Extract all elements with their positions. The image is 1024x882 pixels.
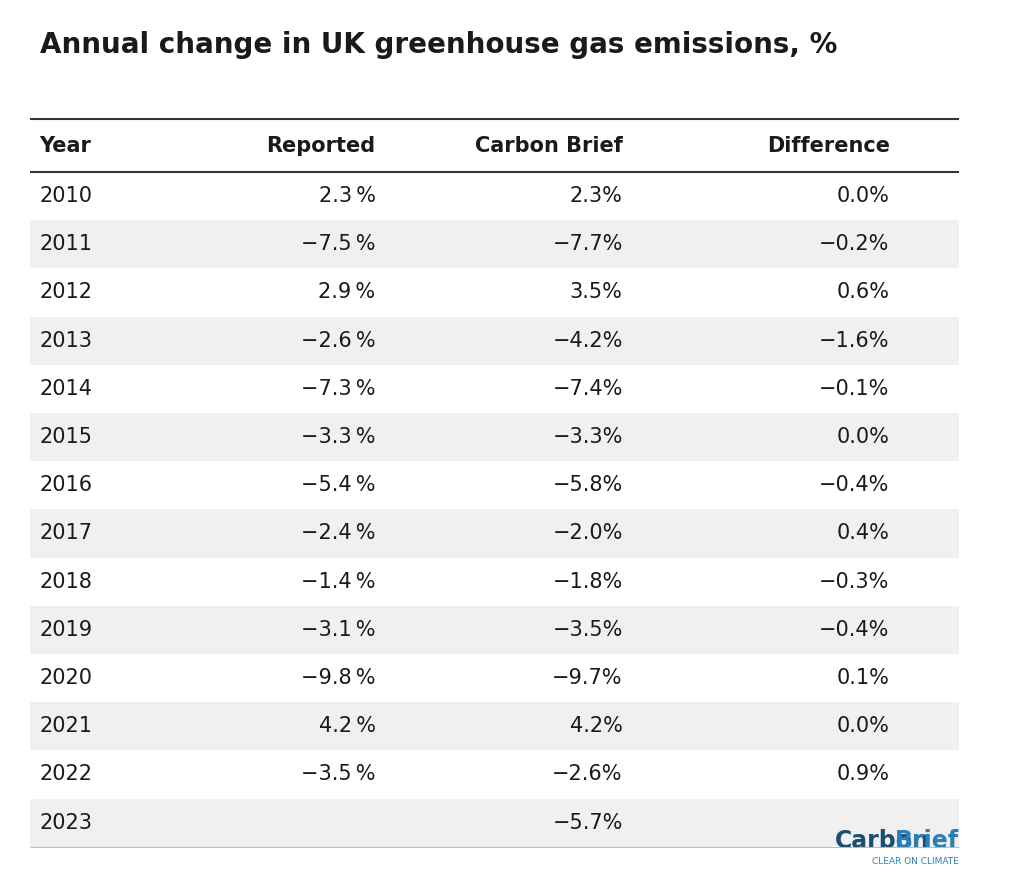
Text: Carbon Brief: Carbon Brief <box>475 136 623 155</box>
Text: 2019: 2019 <box>40 620 92 639</box>
Text: 4.2 %: 4.2 % <box>318 716 376 736</box>
Bar <box>30 413 958 461</box>
Text: 0.1%: 0.1% <box>837 668 890 688</box>
Text: 4.2%: 4.2% <box>570 716 623 736</box>
Bar <box>30 461 958 510</box>
Text: 0.9%: 0.9% <box>837 765 890 784</box>
Text: −5.8%: −5.8% <box>553 475 623 496</box>
Text: −0.4%: −0.4% <box>819 475 890 496</box>
Text: 3.5%: 3.5% <box>570 282 623 303</box>
Text: −0.1%: −0.1% <box>819 379 890 399</box>
Text: 0.6%: 0.6% <box>837 282 890 303</box>
Text: −1.8%: −1.8% <box>553 572 623 592</box>
Text: 2021: 2021 <box>40 716 92 736</box>
Bar <box>30 220 958 268</box>
Text: −3.5%: −3.5% <box>552 620 623 639</box>
Text: 2013: 2013 <box>40 331 92 351</box>
Text: −5.4 %: −5.4 % <box>301 475 376 496</box>
Text: −5.7%: −5.7% <box>552 812 623 833</box>
Bar <box>30 172 958 220</box>
Text: −0.3%: −0.3% <box>819 572 890 592</box>
Bar <box>30 751 958 798</box>
Text: −4.2%: −4.2% <box>552 331 623 351</box>
Text: −2.6%: −2.6% <box>552 765 623 784</box>
Text: Reported: Reported <box>266 136 376 155</box>
Text: −7.7%: −7.7% <box>552 235 623 254</box>
Text: −1.4 %: −1.4 % <box>301 572 376 592</box>
Text: −9.7%: −9.7% <box>552 668 623 688</box>
Bar <box>30 702 958 751</box>
Text: 0.0%: 0.0% <box>837 427 890 447</box>
Bar <box>30 654 958 702</box>
Bar <box>30 557 958 606</box>
Text: 2.9 %: 2.9 % <box>318 282 376 303</box>
Text: −3.1 %: −3.1 % <box>301 620 376 639</box>
Text: −7.4%: −7.4% <box>552 379 623 399</box>
Text: −9.8 %: −9.8 % <box>301 668 376 688</box>
Bar <box>30 798 958 847</box>
Text: 0.4%: 0.4% <box>837 523 890 543</box>
Text: 2015: 2015 <box>40 427 92 447</box>
Text: −3.5 %: −3.5 % <box>301 765 376 784</box>
Text: 2017: 2017 <box>40 523 92 543</box>
Text: Carbon: Carbon <box>836 829 930 853</box>
Text: 2020: 2020 <box>40 668 92 688</box>
Text: Year: Year <box>40 136 91 155</box>
Text: −2.0%: −2.0% <box>552 523 623 543</box>
Text: Difference: Difference <box>767 136 890 155</box>
Text: −1.6%: −1.6% <box>819 331 890 351</box>
Text: 0.0%: 0.0% <box>837 716 890 736</box>
Bar <box>30 365 958 413</box>
Text: 2018: 2018 <box>40 572 92 592</box>
Text: −3.3%: −3.3% <box>552 427 623 447</box>
Text: 2012: 2012 <box>40 282 92 303</box>
Text: 0.0%: 0.0% <box>837 186 890 206</box>
Bar <box>30 606 958 654</box>
Text: 2.3%: 2.3% <box>570 186 623 206</box>
Bar <box>30 317 958 365</box>
Text: 2.3 %: 2.3 % <box>318 186 376 206</box>
Text: −3.3 %: −3.3 % <box>301 427 376 447</box>
Text: 2022: 2022 <box>40 765 92 784</box>
Text: 2011: 2011 <box>40 235 92 254</box>
Bar <box>30 268 958 317</box>
Text: 2023: 2023 <box>40 812 92 833</box>
Text: 2016: 2016 <box>40 475 92 496</box>
Text: −2.4 %: −2.4 % <box>301 523 376 543</box>
Text: 2014: 2014 <box>40 379 92 399</box>
Text: −7.5 %: −7.5 % <box>301 235 376 254</box>
Text: Annual change in UK greenhouse gas emissions, %: Annual change in UK greenhouse gas emiss… <box>40 31 837 59</box>
Text: −0.2%: −0.2% <box>819 235 890 254</box>
Text: −2.6 %: −2.6 % <box>301 331 376 351</box>
Text: 2010: 2010 <box>40 186 92 206</box>
Text: −0.4%: −0.4% <box>819 620 890 639</box>
Text: CLEAR ON CLIMATE: CLEAR ON CLIMATE <box>872 857 958 866</box>
Bar <box>30 510 958 557</box>
Text: Brief: Brief <box>895 829 958 853</box>
Text: −7.3 %: −7.3 % <box>301 379 376 399</box>
